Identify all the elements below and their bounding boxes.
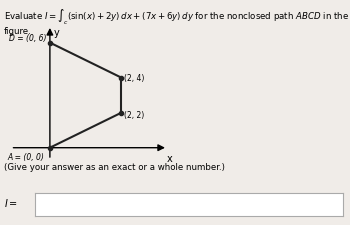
Text: (2, 2): (2, 2) bbox=[124, 110, 145, 119]
Text: y: y bbox=[54, 28, 60, 38]
Text: (Give your answer as an exact or a whole number.): (Give your answer as an exact or a whole… bbox=[4, 162, 224, 171]
Text: D = (0, 6): D = (0, 6) bbox=[9, 34, 46, 43]
Text: (2, 4): (2, 4) bbox=[124, 74, 145, 83]
Text: x: x bbox=[167, 153, 173, 163]
Text: $I =$: $I =$ bbox=[4, 196, 18, 209]
Text: A = (0, 0): A = (0, 0) bbox=[8, 152, 44, 161]
Text: Evaluate $I = \int_c (\sin(x) + 2y)\,dx + (7x + 6y)\,dy$ for the nonclosed path : Evaluate $I = \int_c (\sin(x) + 2y)\,dx … bbox=[4, 7, 349, 36]
